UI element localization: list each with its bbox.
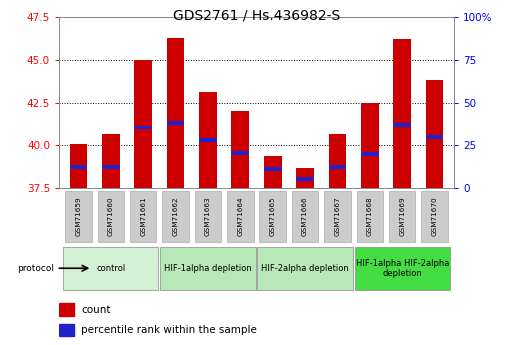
Text: GDS2761 / Hs.436982-S: GDS2761 / Hs.436982-S (173, 9, 340, 23)
Bar (102, 134, 120, 188)
Bar (354, 247, 450, 290)
Bar (63, 247, 159, 290)
Bar (389, 191, 416, 242)
Bar (134, 126, 152, 129)
Bar (161, 247, 255, 290)
Bar (134, 60, 152, 188)
Bar (264, 156, 282, 188)
Bar (65, 191, 92, 242)
Text: HIF-1alpha depletion: HIF-1alpha depletion (164, 264, 252, 273)
Text: control: control (96, 264, 125, 273)
Bar (421, 191, 448, 242)
Text: GSM71662: GSM71662 (172, 197, 179, 236)
Bar (426, 135, 443, 139)
Bar (231, 111, 249, 188)
Bar (59, 304, 74, 316)
Text: GSM71665: GSM71665 (270, 197, 275, 236)
Text: GSM71669: GSM71669 (399, 197, 405, 236)
Bar (324, 191, 351, 242)
Bar (328, 165, 346, 169)
Text: GSM71661: GSM71661 (140, 197, 146, 236)
Bar (162, 191, 189, 242)
Text: HIF-1alpha HIF-2alpha
depletion: HIF-1alpha HIF-2alpha depletion (356, 258, 449, 278)
Text: GSM71659: GSM71659 (75, 197, 82, 236)
Bar (59, 324, 74, 336)
Bar (361, 103, 379, 188)
Bar (102, 165, 120, 169)
Text: count: count (81, 305, 111, 315)
Bar (393, 39, 411, 188)
Bar (70, 165, 87, 169)
Bar (260, 191, 286, 242)
Text: GSM71660: GSM71660 (108, 197, 114, 236)
Bar (97, 191, 124, 242)
Bar (70, 145, 87, 188)
Bar (426, 80, 443, 188)
Text: HIF-2alpha depletion: HIF-2alpha depletion (261, 264, 349, 273)
Bar (361, 152, 379, 156)
Bar (292, 191, 319, 242)
Bar (296, 168, 314, 188)
Bar (393, 123, 411, 127)
Text: GSM71666: GSM71666 (302, 197, 308, 236)
Bar (167, 38, 185, 188)
Bar (167, 121, 185, 125)
Bar (264, 167, 282, 171)
Text: protocol: protocol (17, 264, 54, 273)
Bar (231, 151, 249, 155)
Bar (199, 138, 217, 142)
Text: percentile rank within the sample: percentile rank within the sample (81, 325, 257, 335)
Bar (130, 191, 156, 242)
Text: GSM71670: GSM71670 (431, 197, 438, 236)
Bar (258, 247, 352, 290)
Bar (199, 92, 217, 188)
Bar (328, 134, 346, 188)
Bar (357, 191, 383, 242)
Bar (227, 191, 253, 242)
Text: GSM71668: GSM71668 (367, 197, 373, 236)
Bar (296, 177, 314, 180)
Text: GSM71663: GSM71663 (205, 197, 211, 236)
Text: GSM71664: GSM71664 (238, 197, 243, 236)
Text: GSM71667: GSM71667 (334, 197, 341, 236)
Bar (194, 191, 221, 242)
